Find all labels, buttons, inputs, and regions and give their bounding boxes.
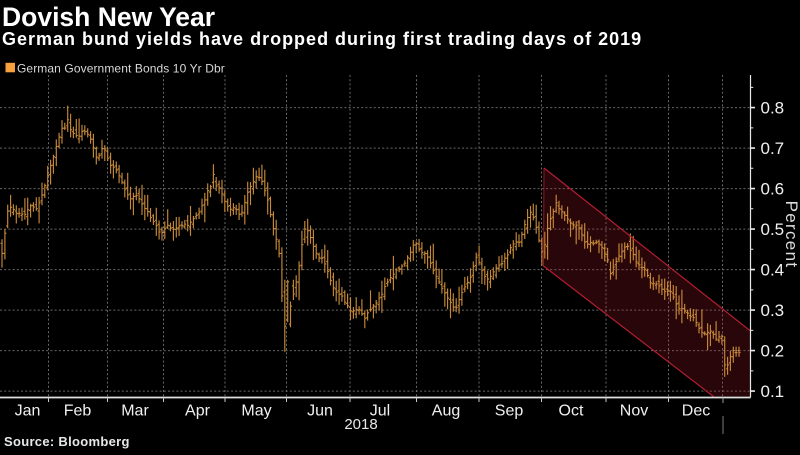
svg-text:Aug: Aug xyxy=(432,403,460,420)
svg-text:Oct: Oct xyxy=(559,403,584,420)
svg-text:Jul: Jul xyxy=(370,403,390,420)
svg-text:Jun: Jun xyxy=(307,403,333,420)
svg-text:Percent: Percent xyxy=(782,201,800,269)
svg-text:Dec: Dec xyxy=(682,403,710,420)
svg-text:Sep: Sep xyxy=(495,403,524,420)
svg-text:German bund yields have droppe: German bund yields have dropped during f… xyxy=(2,29,642,49)
svg-text:0.6: 0.6 xyxy=(761,180,785,199)
svg-text:Feb: Feb xyxy=(64,403,92,420)
svg-text:Nov: Nov xyxy=(620,403,648,420)
svg-text:Jan: Jan xyxy=(15,403,41,420)
svg-text:May: May xyxy=(241,403,271,420)
svg-text:Mar: Mar xyxy=(121,403,149,420)
svg-text:2018: 2018 xyxy=(344,416,377,433)
svg-text:0.7: 0.7 xyxy=(761,139,785,158)
svg-text:Source: Bloomberg: Source: Bloomberg xyxy=(4,434,130,449)
svg-text:German Government Bonds 10 Yr: German Government Bonds 10 Yr Dbr xyxy=(17,62,225,76)
svg-text:Dovish New Year: Dovish New Year xyxy=(2,2,215,32)
svg-text:0.2: 0.2 xyxy=(761,342,785,361)
svg-text:0.3: 0.3 xyxy=(761,301,785,320)
svg-text:Apr: Apr xyxy=(185,403,211,420)
svg-text:0.8: 0.8 xyxy=(761,99,785,118)
svg-text:0.4: 0.4 xyxy=(761,261,785,280)
svg-text:0.1: 0.1 xyxy=(761,382,785,401)
svg-text:0.5: 0.5 xyxy=(761,220,785,239)
